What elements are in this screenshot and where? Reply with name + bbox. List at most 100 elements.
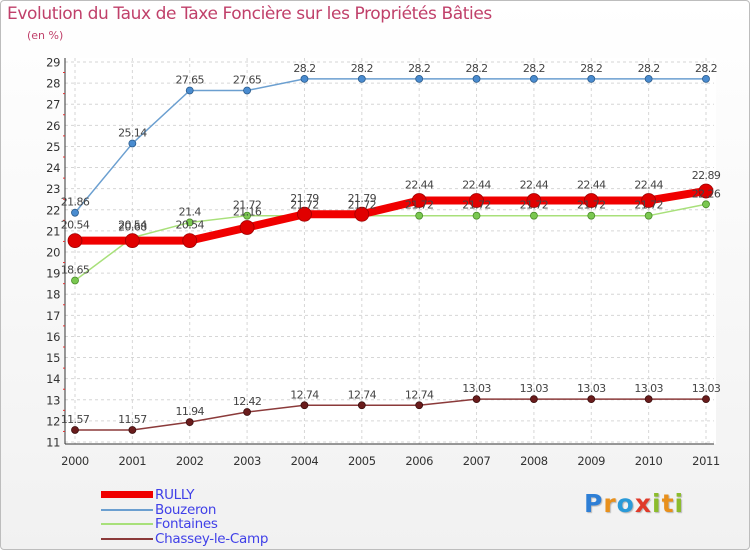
data-label-chassey-le-camp: 13.03 <box>692 382 721 395</box>
data-label-chassey-le-camp: 12.42 <box>233 395 262 408</box>
data-point-rully <box>297 206 312 222</box>
data-point-chassey-le-camp <box>415 401 424 410</box>
data-point-chassey-le-camp <box>243 408 251 416</box>
data-label-chassey-le-camp: 11.57 <box>61 413 90 426</box>
data-label-fontaines: 21.72 <box>290 199 319 212</box>
data-point-bouzeron <box>702 74 710 83</box>
data-point-chassey-le-camp <box>357 401 366 410</box>
legend-swatch-fontaines <box>101 523 153 525</box>
data-label-fontaines: 21.4 <box>179 205 202 218</box>
data-label-fontaines: 18.65 <box>61 264 90 277</box>
data-label-bouzeron: 28.2 <box>408 62 430 75</box>
data-point-chassey-le-camp <box>587 395 596 404</box>
data-point-rully <box>469 193 484 208</box>
data-point-fontaines <box>415 211 424 220</box>
x-tick-label: 2001 <box>119 454 147 468</box>
data-label-rully: 22.44 <box>634 178 663 191</box>
data-label-bouzeron: 28.2 <box>638 62 660 75</box>
plot-area <box>65 58 716 444</box>
data-label-rully: 22.44 <box>577 178 606 191</box>
data-label-rully: 20.54 <box>175 219 204 232</box>
x-tick-label: 2008 <box>520 454 548 468</box>
data-point-fontaines <box>702 200 710 209</box>
data-point-fontaines <box>185 218 194 227</box>
data-point-chassey-le-camp <box>702 395 710 404</box>
data-label-rully: 21.16 <box>233 206 262 219</box>
y-tick-label: 20 <box>46 246 60 260</box>
data-point-bouzeron <box>71 208 79 217</box>
data-point-fontaines <box>71 276 79 285</box>
data-label-bouzeron: 27.65 <box>175 74 204 87</box>
data-label-fontaines: 21.72 <box>634 199 663 212</box>
data-label-fontaines: 21.72 <box>520 199 549 212</box>
data-point-chassey-le-camp <box>472 395 481 404</box>
y-tick-label: 17 <box>46 309 60 323</box>
series-rully <box>67 183 714 249</box>
data-point-rully <box>354 206 370 222</box>
legend-label-rully: RULLY <box>155 487 195 503</box>
x-tick-label: 2009 <box>577 454 605 468</box>
data-label-chassey-le-camp: 13.03 <box>577 382 606 395</box>
data-point-rully <box>583 193 599 208</box>
data-label-bouzeron: 25.14 <box>118 126 147 139</box>
x-tick-label: 2005 <box>348 454 376 468</box>
data-point-fontaines <box>530 211 538 220</box>
data-point-bouzeron <box>587 74 596 83</box>
y-tick-label: 18 <box>46 288 60 302</box>
data-point-chassey-le-camp <box>128 426 137 434</box>
chart-unit-label: (en %) <box>27 29 64 42</box>
y-tick-label: 24 <box>46 161 60 175</box>
data-label-rully: 22.44 <box>405 178 434 191</box>
data-label-bouzeron: 28.2 <box>523 62 545 75</box>
legend-swatch-chassey-le-camp <box>101 537 153 540</box>
y-tick-label: 23 <box>46 182 60 196</box>
data-label-rully: 21.79 <box>290 192 319 205</box>
series-line-rully <box>71 186 710 245</box>
data-label-bouzeron: 28.2 <box>580 62 602 75</box>
y-tick-label: 28 <box>46 77 60 91</box>
data-point-chassey-le-camp <box>185 418 194 427</box>
data-point-rully <box>124 233 140 249</box>
data-label-chassey-le-camp: 11.57 <box>118 413 147 426</box>
data-label-chassey-le-camp: 13.03 <box>520 382 549 395</box>
y-tick-label: 29 <box>46 56 60 70</box>
y-tick-label: 19 <box>46 267 60 281</box>
series-line-bouzeron <box>74 78 707 214</box>
legend-label-bouzeron: Bouzeron <box>155 501 217 518</box>
y-tick-label: 16 <box>46 330 60 344</box>
x-tick-label: 2010 <box>635 454 663 468</box>
data-point-fontaines <box>644 211 653 220</box>
series-line-chassey-le-camp <box>74 398 707 431</box>
y-tick-label: 11 <box>46 436 60 450</box>
data-point-bouzeron <box>530 74 538 83</box>
data-label-bouzeron: 28.2 <box>465 62 487 75</box>
legend-label-chassey-le-camp: Chassey-le-Camp <box>155 530 269 547</box>
data-point-bouzeron <box>415 74 424 83</box>
legend-label-fontaines: Fontaines <box>155 516 218 532</box>
y-tick-label: 15 <box>46 351 60 365</box>
data-point-bouzeron <box>128 139 137 148</box>
data-point-rully <box>411 193 427 208</box>
data-label-fontaines: 21.72 <box>348 199 377 212</box>
data-point-chassey-le-camp <box>530 395 538 404</box>
y-tick-label: 25 <box>46 140 60 154</box>
data-point-fontaines <box>587 211 596 220</box>
data-point-bouzeron <box>357 74 366 83</box>
x-tick-label: 2006 <box>405 454 433 468</box>
series-bouzeron <box>71 74 710 217</box>
x-tick-label: 2011 <box>692 454 720 468</box>
data-point-chassey-le-camp <box>71 426 79 434</box>
data-point-rully <box>182 233 198 249</box>
data-label-bouzeron: 27.65 <box>233 74 262 87</box>
data-label-rully: 21.79 <box>348 192 377 205</box>
data-point-rully <box>67 233 83 249</box>
y-tick-label: 21 <box>46 224 60 238</box>
y-tick-label: 27 <box>46 98 60 112</box>
proxiti-logo: Proxiti <box>584 489 685 518</box>
x-tick-label: 2003 <box>233 454 261 468</box>
series-line-fontaines <box>74 203 707 282</box>
data-point-rully <box>526 193 542 208</box>
x-tick-label: 2002 <box>176 454 204 468</box>
data-point-rully <box>239 220 255 235</box>
